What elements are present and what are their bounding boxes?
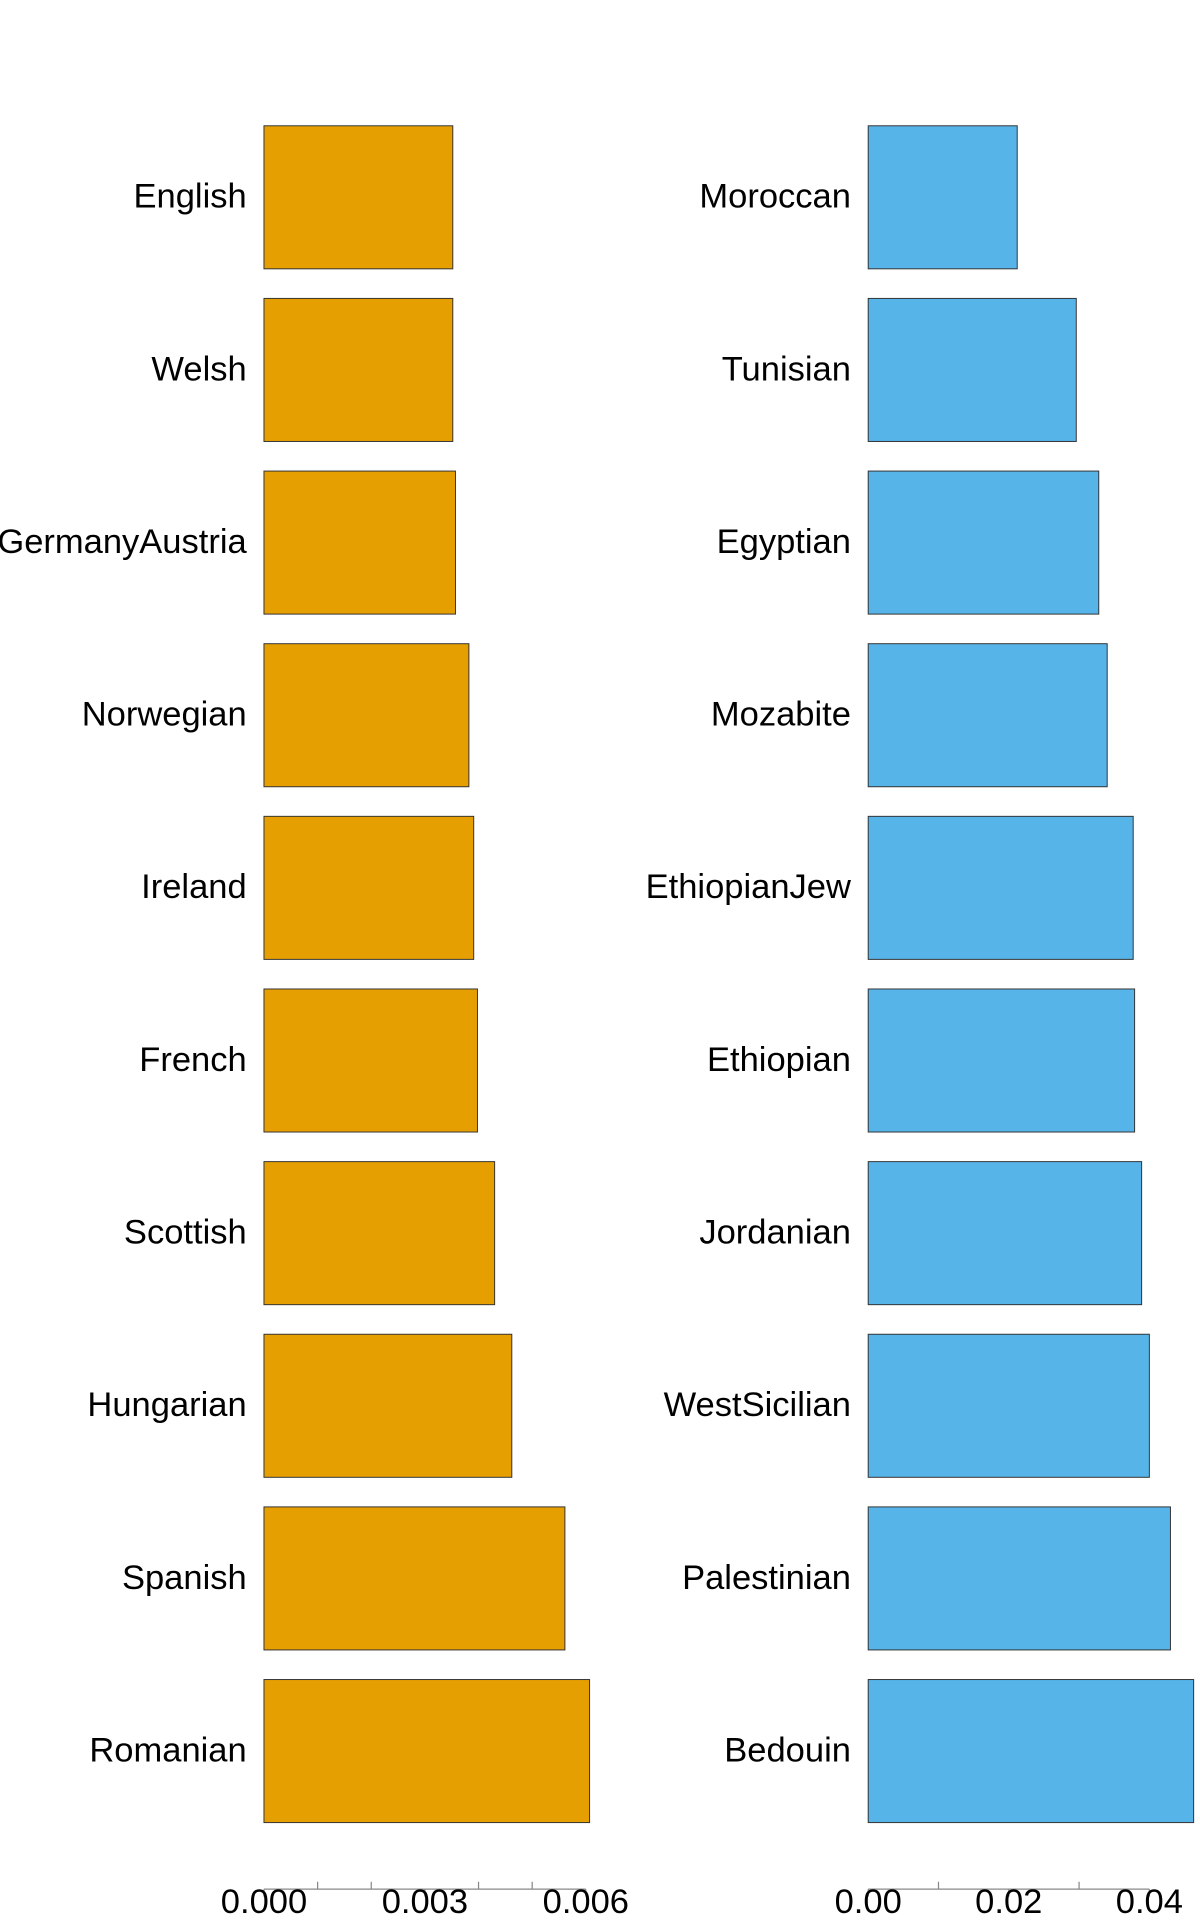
bar <box>867 815 1134 960</box>
bar <box>263 1679 591 1824</box>
x-tick-label: 0.04 <box>1116 1883 1183 1920</box>
bar <box>263 643 470 788</box>
bar <box>867 643 1108 788</box>
bar <box>867 470 1100 615</box>
bar <box>867 1161 1143 1306</box>
category-label: Spanish <box>122 1559 247 1597</box>
x-tick-label: 0.006 <box>543 1883 629 1920</box>
category-label: Scottish <box>124 1213 247 1251</box>
category-label: Palestinian <box>682 1559 851 1597</box>
category-label: Romanian <box>89 1731 246 1769</box>
bar <box>867 988 1136 1133</box>
bar <box>263 1333 513 1478</box>
bar <box>263 988 478 1133</box>
bar <box>867 125 1018 270</box>
category-label: Tunisian <box>722 350 851 388</box>
bar <box>867 1679 1195 1824</box>
bar <box>263 815 475 960</box>
bar <box>867 1506 1171 1651</box>
category-label: WestSicilian <box>664 1386 851 1424</box>
bar <box>263 125 454 270</box>
bar <box>263 1161 496 1306</box>
category-label: Mozabite <box>711 696 851 734</box>
category-label: Jordanian <box>699 1213 851 1251</box>
category-label: Hungarian <box>87 1386 246 1424</box>
category-label: Norwegian <box>82 696 247 734</box>
x-tick-label: 0.02 <box>975 1883 1042 1920</box>
x-tick-label: 0.000 <box>221 1883 307 1920</box>
x-tick-label: 0.00 <box>835 1883 902 1920</box>
bar <box>263 1506 566 1651</box>
category-label: Welsh <box>151 350 246 388</box>
bar <box>867 1333 1150 1478</box>
category-label: EthiopianJew <box>646 868 852 906</box>
category-label: Moroccan <box>699 178 851 216</box>
category-label: Ireland <box>141 868 247 906</box>
bar <box>263 297 454 442</box>
bar <box>263 470 456 615</box>
x-tick-label: 0.003 <box>382 1883 468 1920</box>
category-label: French <box>139 1041 246 1079</box>
category-label: Ethiopian <box>707 1041 851 1079</box>
category-label: English <box>133 178 246 216</box>
category-label: Egyptian <box>717 523 851 561</box>
bar <box>867 297 1077 442</box>
category-label: GermanyAustria <box>0 523 247 561</box>
category-label: Bedouin <box>724 1731 851 1769</box>
